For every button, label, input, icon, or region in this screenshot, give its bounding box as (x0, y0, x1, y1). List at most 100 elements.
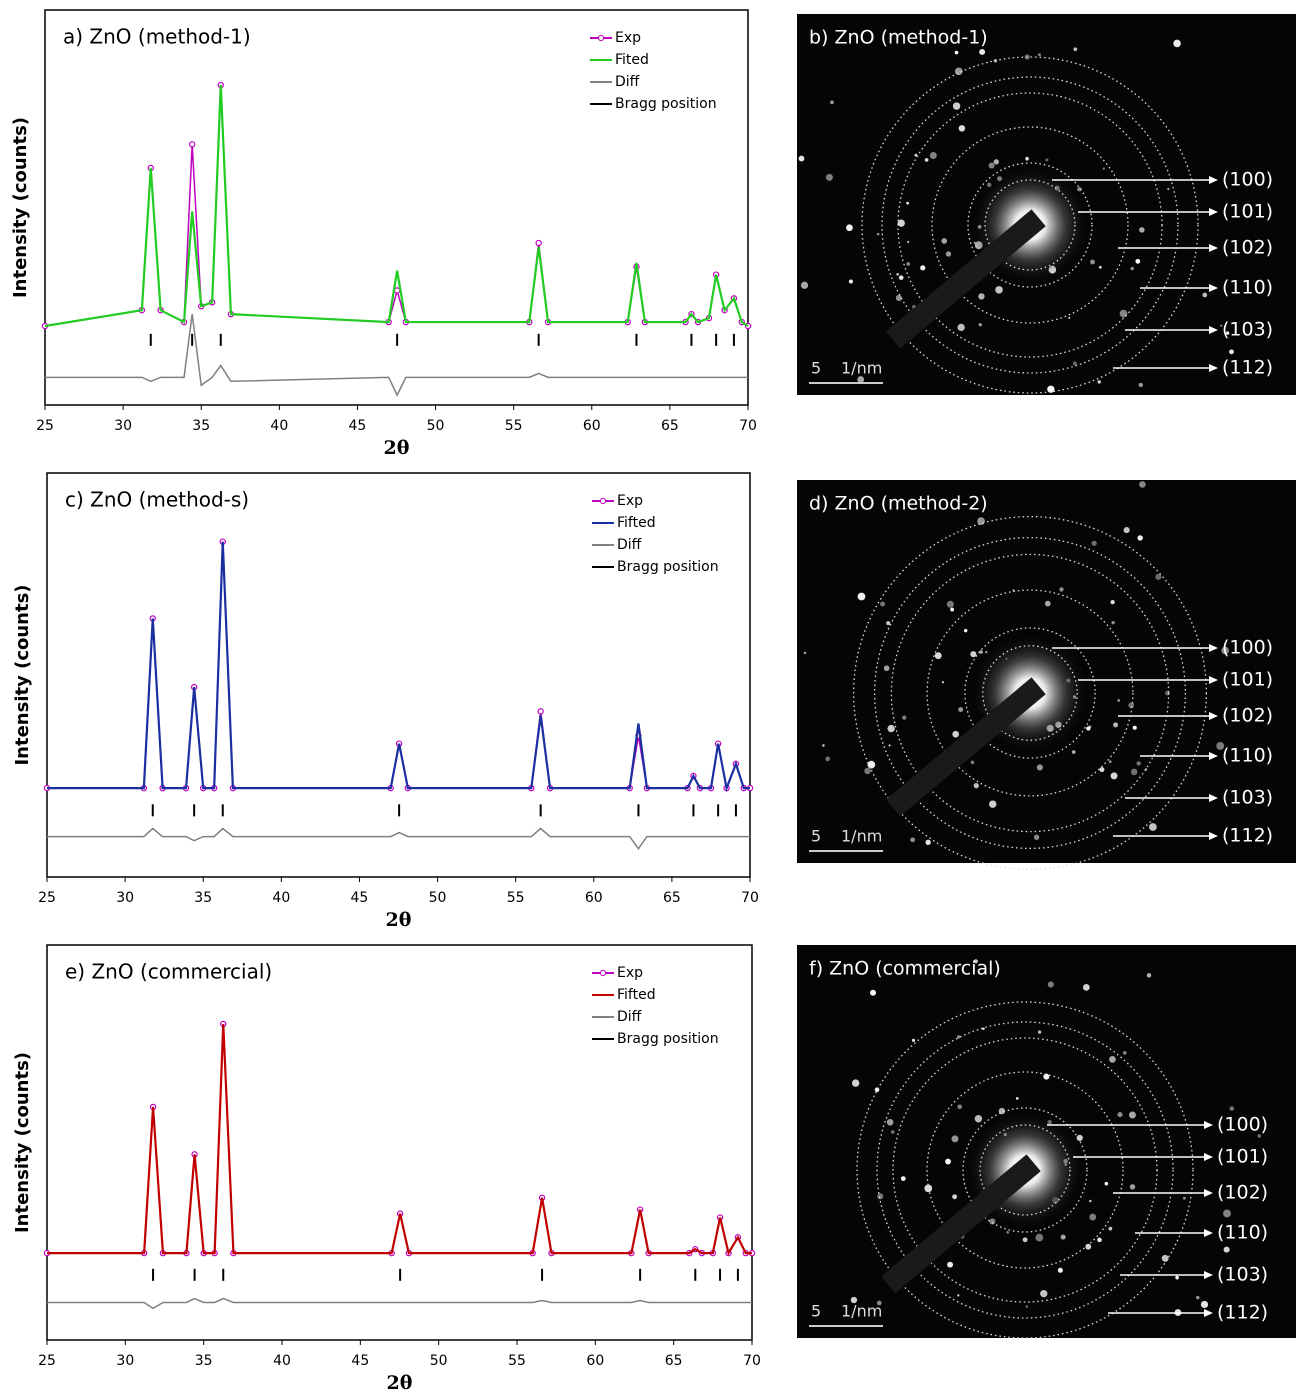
diffraction-spot (1220, 324, 1223, 328)
diffraction-spot (1130, 768, 1138, 776)
diffraction-spot (1136, 761, 1141, 766)
diffraction-spot (1060, 1234, 1066, 1240)
arrow-head (1204, 1271, 1213, 1279)
x-tick-label: 30 (114, 418, 132, 434)
ring-label: (112) (1222, 825, 1273, 847)
diffraction-spot (1202, 292, 1208, 298)
diffraction-spot (1148, 823, 1157, 831)
diffraction-spot (803, 651, 807, 655)
plot-frame (44, 9, 749, 406)
diffraction-spot (1099, 767, 1105, 773)
x-tick-label: 30 (116, 890, 134, 906)
diffraction-spot (1102, 167, 1105, 170)
ring-label: (103) (1222, 319, 1273, 341)
ring (926, 589, 1134, 797)
legend-label: Bragg position (615, 96, 717, 112)
diffraction-spot (876, 1300, 882, 1306)
plot-frame (46, 472, 751, 878)
diffraction-spot (1223, 1209, 1231, 1218)
diffraction-spot (1129, 1184, 1136, 1190)
diffraction-spot (911, 1038, 916, 1042)
diffraction-spot (846, 224, 853, 232)
diffraction-spot (1059, 587, 1064, 592)
diffraction-spot (956, 1035, 961, 1039)
x-tick-label: 35 (195, 1353, 213, 1369)
x-tick-label: 55 (507, 890, 525, 906)
ring (897, 92, 1163, 358)
diffraction-spot (1037, 1030, 1042, 1034)
x-tick-label: 30 (116, 1353, 134, 1369)
diffraction-spot (920, 265, 926, 271)
diffraction-spot (864, 767, 871, 775)
arrow-head (1209, 244, 1218, 252)
saed-panel: d) ZnO (method-2) (100) (101) (102) (110) (10… (797, 480, 1296, 871)
diffraction-spot (1071, 750, 1076, 754)
diffraction-spot (890, 1130, 895, 1134)
legend-label: Exp (615, 30, 641, 46)
diffraction-spot (848, 279, 853, 284)
x-tick-label: 45 (351, 1353, 369, 1369)
scale-unit: 1/nm (841, 827, 882, 846)
x-tick-label: 40 (273, 1353, 291, 1369)
arrow-head (1209, 794, 1218, 802)
legend-marker (599, 969, 607, 977)
diffraction-spot (1035, 1233, 1044, 1242)
x-tick-label: 65 (663, 890, 681, 906)
diffraction-spot (957, 1104, 963, 1110)
diffraction-spot (1073, 47, 1078, 52)
chart-title: e) ZnO (commercial) (65, 960, 272, 984)
diffraction-spot (1044, 600, 1051, 607)
x-axis-label: 2θ (386, 909, 412, 931)
diffraction-spot (1038, 53, 1041, 57)
ring-label: (100) (1217, 1114, 1268, 1136)
y-axis-label: Intensity (counts) (10, 117, 31, 298)
diffraction-spot (907, 240, 910, 243)
saed-panel: f) ZnO (commercial) (100) (101) (102) (110) (… (797, 945, 1296, 1339)
x-tick-label: 70 (743, 1353, 761, 1369)
scale-unit: 1/nm (841, 359, 882, 378)
series-line (47, 1297, 752, 1310)
exp-point (537, 708, 544, 715)
beam-stopper (881, 1154, 1041, 1294)
diffraction-spot (925, 839, 931, 845)
diffraction-spot (1047, 981, 1054, 988)
arrow-head (1209, 712, 1218, 720)
diffraction-spot (877, 1193, 884, 1200)
ring (967, 162, 1093, 288)
diffraction-spot (900, 1176, 906, 1182)
scale-value: 5 (811, 1302, 821, 1321)
ring (984, 179, 1076, 271)
legend-label: Diff (617, 537, 642, 553)
arrow-head (1209, 208, 1218, 216)
ring-label: (102) (1222, 237, 1273, 259)
ring-label: (101) (1217, 1146, 1268, 1168)
diffraction-spot (1173, 39, 1181, 48)
ring (890, 553, 1170, 833)
diffraction-spot (1111, 620, 1115, 625)
exp-point (535, 239, 542, 247)
ring-label: (110) (1222, 277, 1273, 299)
diffraction-spot (1015, 1096, 1019, 1100)
diffraction-spot (963, 628, 968, 633)
x-tick-label: 60 (586, 1353, 604, 1369)
legend-label: Diff (615, 74, 640, 90)
diffraction-spot (1221, 646, 1229, 655)
diffraction-spot (1082, 983, 1090, 991)
diffraction-spot (1138, 382, 1143, 388)
legend-label: Fited (615, 52, 649, 68)
diffraction-spot (887, 724, 895, 733)
diffraction-spot (867, 760, 876, 769)
x-tick-label: 50 (430, 1353, 448, 1369)
chart-title: c) ZnO (method-s) (65, 488, 249, 512)
ring-label: (102) (1222, 705, 1273, 727)
diffraction-spot (1091, 540, 1097, 546)
x-tick-label: 25 (36, 418, 54, 434)
x-tick-label: 65 (661, 418, 679, 434)
diffraction-spot (995, 286, 1003, 294)
diffraction-spot (973, 959, 978, 964)
diffraction-spot (906, 262, 911, 266)
ring-label: (102) (1217, 1182, 1268, 1204)
ring-label: (103) (1217, 1264, 1268, 1286)
diffraction-spot (1225, 331, 1230, 335)
arrow-head (1209, 326, 1218, 334)
